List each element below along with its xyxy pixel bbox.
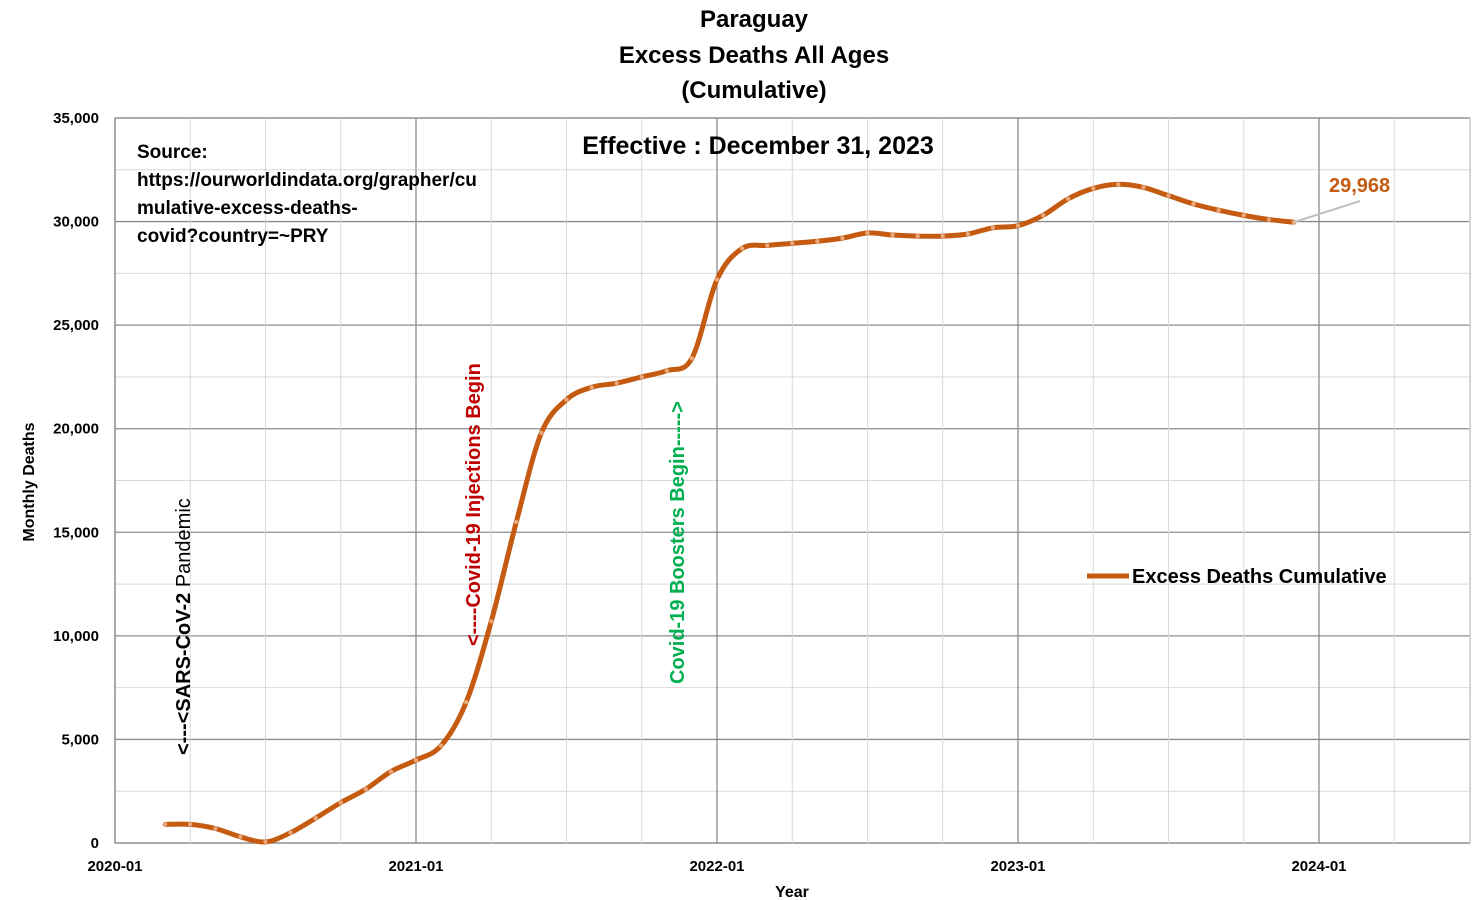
data-point — [840, 235, 845, 241]
y-axis-title: Monthly Deaths — [21, 422, 38, 541]
data-point — [413, 757, 419, 763]
data-point — [162, 822, 168, 827]
data-point — [1241, 213, 1246, 218]
series-excess-deaths — [162, 181, 1297, 845]
data-point — [965, 231, 971, 237]
data-point — [213, 826, 218, 831]
data-point — [288, 830, 293, 835]
data-point — [790, 241, 795, 246]
sars-rest: Pandemic — [173, 498, 195, 593]
source-line-4: covid?country=~PRY — [137, 226, 329, 247]
data-point — [238, 834, 243, 839]
data-point — [940, 233, 945, 239]
data-point — [1091, 186, 1096, 191]
data-point — [990, 225, 996, 230]
y-tick-label: 20,000 — [53, 421, 99, 438]
data-point — [1141, 185, 1146, 190]
plot-grid — [114, 117, 1471, 844]
x-axis-title: Year — [775, 884, 809, 900]
sars-pandemic-annotation: <---<SARS-CoV-2 Pandemic — [173, 498, 195, 755]
injections-begin-annotation: <----Covid-19 Injections Begin — [463, 363, 485, 646]
data-point — [514, 519, 519, 525]
data-point — [815, 239, 820, 244]
legend-label: Excess Deaths Cumulative — [1132, 566, 1387, 588]
last-value-leader-line — [1293, 200, 1361, 224]
data-point — [865, 230, 870, 236]
x-tick-label: 2020-01 — [87, 858, 142, 875]
last-value-label: 29,968 — [1329, 175, 1390, 197]
x-tick-label: 2024-01 — [1291, 858, 1346, 875]
y-tick-label: 30,000 — [53, 214, 99, 231]
data-point — [1166, 193, 1171, 198]
data-point — [388, 769, 394, 774]
chart-title-line-2: Excess Deaths All Ages — [619, 42, 889, 69]
chart-title-line-1: Paraguay — [700, 6, 809, 33]
data-point — [1216, 207, 1221, 213]
data-point — [714, 277, 720, 282]
x-tick-label: 2023-01 — [990, 858, 1045, 875]
data-point — [539, 430, 544, 436]
data-point — [363, 786, 369, 792]
data-point — [915, 233, 920, 239]
data-point — [188, 822, 193, 827]
boosters-begin-annotation: Covid-19 Boosters Begin-----> — [667, 401, 689, 684]
y-tick-label: 0 — [91, 835, 99, 852]
data-point — [1040, 213, 1046, 218]
x-axis-ticks: 2020-01 2021-01 2022-01 2023-01 2024-01 — [87, 858, 1346, 875]
data-point — [1191, 201, 1196, 207]
data-point — [564, 397, 569, 402]
y-tick-label: 35,000 — [53, 110, 99, 127]
x-tick-label: 2021-01 — [388, 858, 443, 875]
data-point — [614, 380, 619, 386]
y-tick-label: 10,000 — [53, 628, 99, 645]
source-line-2: https://ourworldindata.org/grapher/cu — [137, 170, 477, 191]
y-tick-label: 15,000 — [53, 524, 99, 541]
data-point — [639, 374, 644, 380]
data-point — [463, 699, 469, 705]
x-tick-label: 2022-01 — [689, 858, 744, 875]
source-line-3: mulative-excess-deaths- — [137, 198, 358, 219]
y-tick-label: 5,000 — [61, 731, 99, 748]
chart-subtitle: Effective : December 31, 2023 — [582, 132, 934, 160]
data-point — [689, 356, 695, 361]
data-point — [1015, 223, 1021, 228]
data-point — [764, 243, 770, 248]
data-point — [589, 385, 594, 390]
data-point — [1116, 182, 1121, 187]
data-point — [263, 839, 268, 845]
series-line — [162, 181, 1297, 845]
data-point — [438, 743, 444, 748]
y-axis-ticks: 0 5,000 10,000 15,000 20,000 25,000 30,000 35,0… — [53, 110, 99, 852]
data-point — [890, 232, 895, 238]
data-point — [313, 815, 318, 821]
data-point — [1266, 217, 1272, 222]
data-point — [664, 368, 670, 373]
data-point — [489, 619, 494, 624]
data-point — [739, 246, 745, 251]
chart-title-line-3: (Cumulative) — [681, 77, 826, 104]
data-point — [338, 800, 343, 805]
legend: Excess Deaths Cumulative — [1087, 566, 1387, 588]
sars-arrow: <--- — [173, 723, 195, 755]
source-line-1: Source: — [137, 142, 208, 163]
data-point — [1065, 196, 1071, 201]
sars-name: <SARS-CoV-2 — [173, 593, 195, 724]
source-annotation: Source: https://ourworldindata.org/graph… — [137, 142, 477, 247]
y-tick-label: 25,000 — [53, 317, 99, 334]
